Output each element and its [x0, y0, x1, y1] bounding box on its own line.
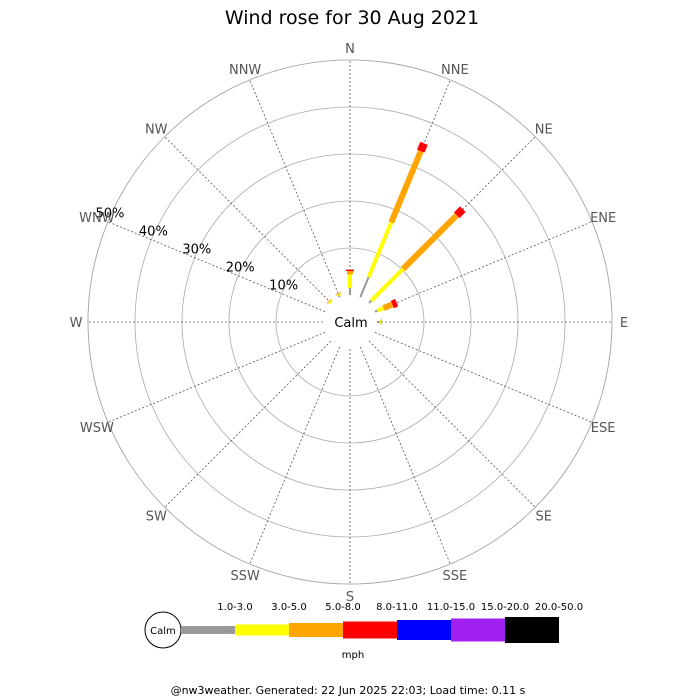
direction-label-nnw: NNW	[229, 63, 261, 78]
direction-labels: N NNE NE ENE E ESE SE SSE S SSW SW WSW W WNW NW NNW	[70, 42, 629, 605]
bar-nw-5.0-8.0	[326, 298, 332, 304]
direction-label-wsw: WSW	[80, 421, 114, 436]
bar-ene-8.0-11.0	[390, 298, 399, 309]
spoke-ene	[374, 221, 593, 313]
legend-swatch-11.0-15.0	[397, 620, 451, 640]
legend-label-8.0-11.0: 8.0-11.0	[376, 602, 418, 613]
grid-ring-outer	[87, 59, 613, 585]
bar-nne-5.0-8.0	[388, 150, 424, 224]
chart-title: Wind rose for 30 Aug 2021	[225, 7, 479, 29]
speed-legend: Calm 1.0-3.0 3.0-5.0 5.0-8.0 8.0-11.0 11.0-15…	[144, 602, 583, 661]
direction-label-ne: NE	[535, 122, 553, 137]
bar-ne-8.0-11.0	[454, 206, 466, 218]
bar-ene-5.0-8.0	[382, 301, 394, 311]
direction-label-ene: ENE	[590, 211, 616, 226]
bar-ne-3.0-5.0	[370, 267, 405, 302]
bar-nnw-1.0-3.0	[338, 295, 341, 298]
polar-grid	[87, 59, 613, 585]
wind-bars	[326, 141, 466, 325]
bar-nne-8.0-11.0	[417, 141, 428, 153]
bar-nne-1.0-3.0	[359, 276, 370, 298]
legend-swatch-15.0-20.0	[451, 618, 505, 642]
direction-label-nne: NNE	[441, 63, 469, 78]
bar-nne-3.0-5.0	[366, 221, 394, 278]
legend-swatch-8.0-11.0	[343, 621, 397, 639]
spoke-ssw	[249, 346, 341, 565]
legend-label-1.0-3.0: 1.0-3.0	[217, 602, 252, 613]
calm-circle: Calm	[325, 297, 375, 347]
spoke-sw	[164, 340, 332, 508]
ring-label-50: 50%	[95, 207, 124, 222]
calm-circle-fill	[325, 297, 375, 347]
direction-label-ese: ESE	[591, 421, 616, 436]
ring-labels: 10% 20% 30% 40% 50%	[95, 207, 298, 294]
ring-label-40: 40%	[139, 225, 168, 240]
spoke-nw	[164, 136, 332, 304]
spoke-sse	[359, 346, 451, 565]
direction-label-wnw: WNW	[79, 211, 115, 226]
spoke-wsw	[107, 331, 326, 423]
bar-ne-1.0-3.0	[368, 299, 373, 304]
direction-label-ssw: SSW	[230, 569, 260, 584]
legend-unit: mph	[342, 650, 364, 661]
legend-swatch-1.0-3.0	[181, 626, 235, 634]
direction-label-s: S	[346, 590, 354, 605]
spoke-ese	[374, 331, 593, 423]
spoke-wnw	[107, 221, 326, 313]
grid-ring-10	[275, 247, 425, 397]
legend-label-3.0-5.0: 3.0-5.0	[271, 602, 306, 613]
spoke-se	[368, 340, 536, 508]
direction-label-sse: SSE	[442, 569, 467, 584]
legend-label-15.0-20.0: 15.0-20.0	[481, 602, 529, 613]
legend-label-11.0-15.0: 11.0-15.0	[427, 602, 475, 613]
legend-swatch-5.0-8.0	[289, 623, 343, 637]
legend-swatch-20.0-50.0	[505, 617, 559, 643]
direction-label-se: SE	[536, 510, 552, 525]
direction-label-e: E	[620, 316, 628, 331]
direction-label-sw: SW	[146, 510, 167, 525]
bar-ene-3.0-5.0	[376, 306, 385, 313]
calm-label: Calm	[334, 316, 367, 331]
direction-label-w: W	[70, 316, 83, 331]
bar-ene-1.0-3.0	[374, 309, 378, 313]
ring-label-10: 10%	[269, 279, 298, 294]
ring-label-30: 30%	[182, 243, 211, 258]
direction-label-nw: NW	[145, 122, 168, 137]
legend-swatch-3.0-5.0	[235, 624, 289, 636]
spoke-nnw	[249, 79, 341, 298]
bar-nnw-3.0-5.0	[336, 293, 341, 297]
legend-calm-label: Calm	[150, 626, 176, 637]
legend-label-5.0-8.0: 5.0-8.0	[325, 602, 360, 613]
direction-label-n: N	[345, 42, 355, 57]
footer-text: @nw3weather. Generated: 22 Jun 2025 22:0…	[171, 684, 526, 697]
bar-ne-5.0-8.0	[400, 213, 459, 272]
ring-label-20: 20%	[226, 261, 255, 276]
bar-nw-3.0-5.0	[328, 300, 333, 305]
legend-label-20.0-50.0: 20.0-50.0	[535, 602, 583, 613]
